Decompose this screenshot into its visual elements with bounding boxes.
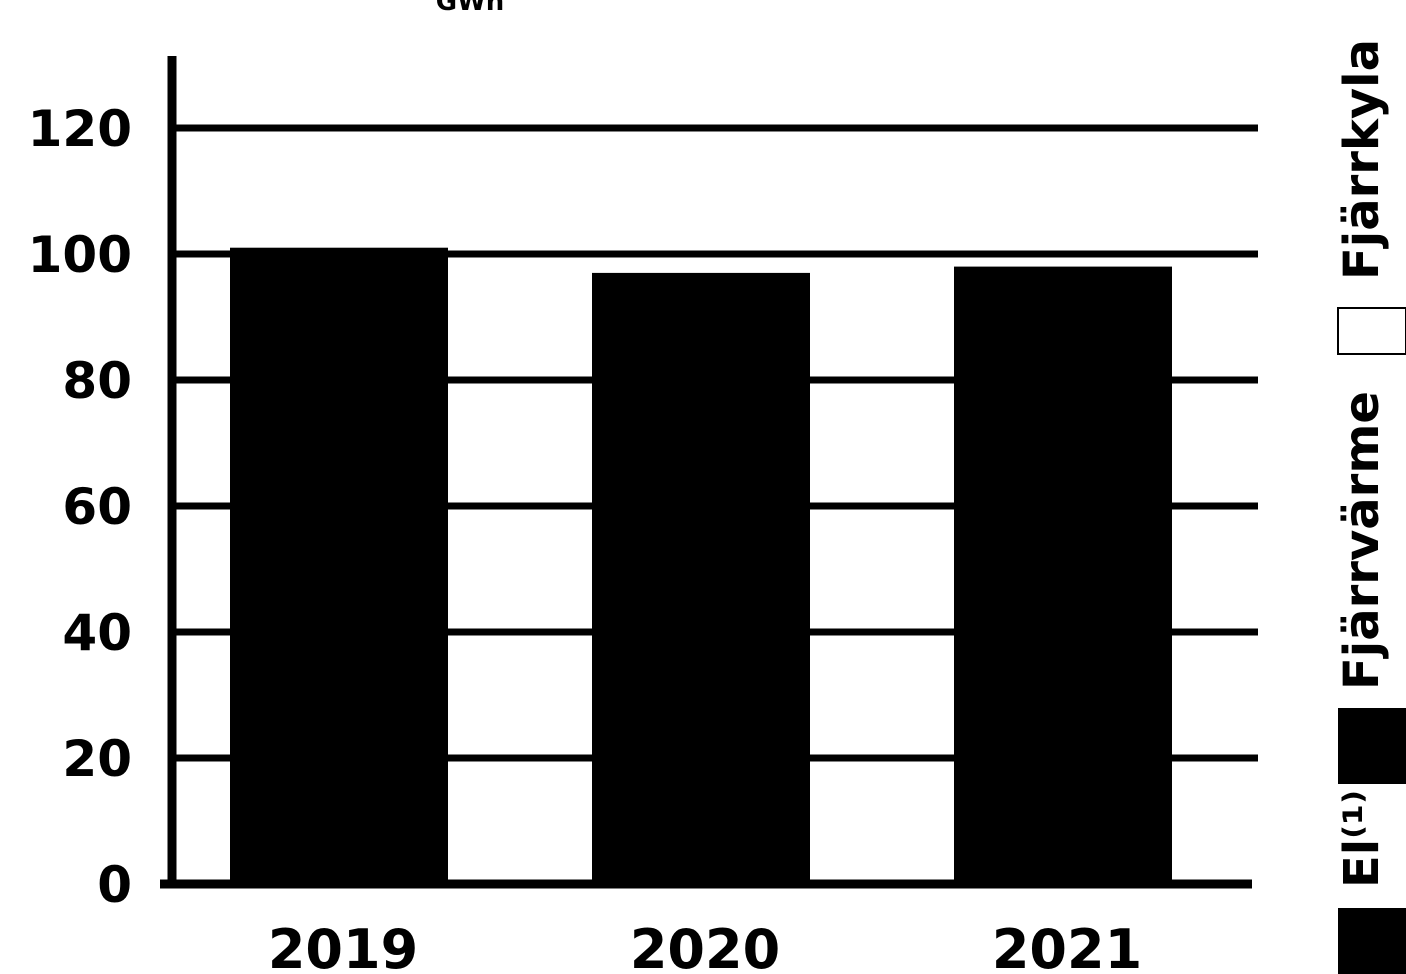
unit-label: GWh [436,0,505,17]
bar-2019 [230,247,448,884]
y-tick-label: 40 [62,604,132,662]
legend-label: Fjärrvärme [1334,391,1390,690]
y-tick-label: 20 [62,730,132,788]
y-tick-label: 120 [28,100,132,158]
legend-swatch [1338,708,1406,784]
y-tick-label: 100 [28,226,132,284]
y-tick-label: 0 [97,856,132,914]
bar-2021 [954,266,1172,885]
legend-label: El⁽¹⁾ [1334,790,1390,888]
y-tick-label: 80 [62,352,132,410]
y-tick-label: 60 [62,478,132,536]
legend-swatch [1337,307,1406,355]
bar-2020 [592,272,810,884]
x-tick-label: 2020 [630,918,780,974]
legend-label: Fjärrkyla [1334,39,1390,280]
x-tick-label: 2021 [992,918,1142,974]
x-tick-label: 2019 [268,918,418,974]
legend-swatch [1338,908,1406,974]
